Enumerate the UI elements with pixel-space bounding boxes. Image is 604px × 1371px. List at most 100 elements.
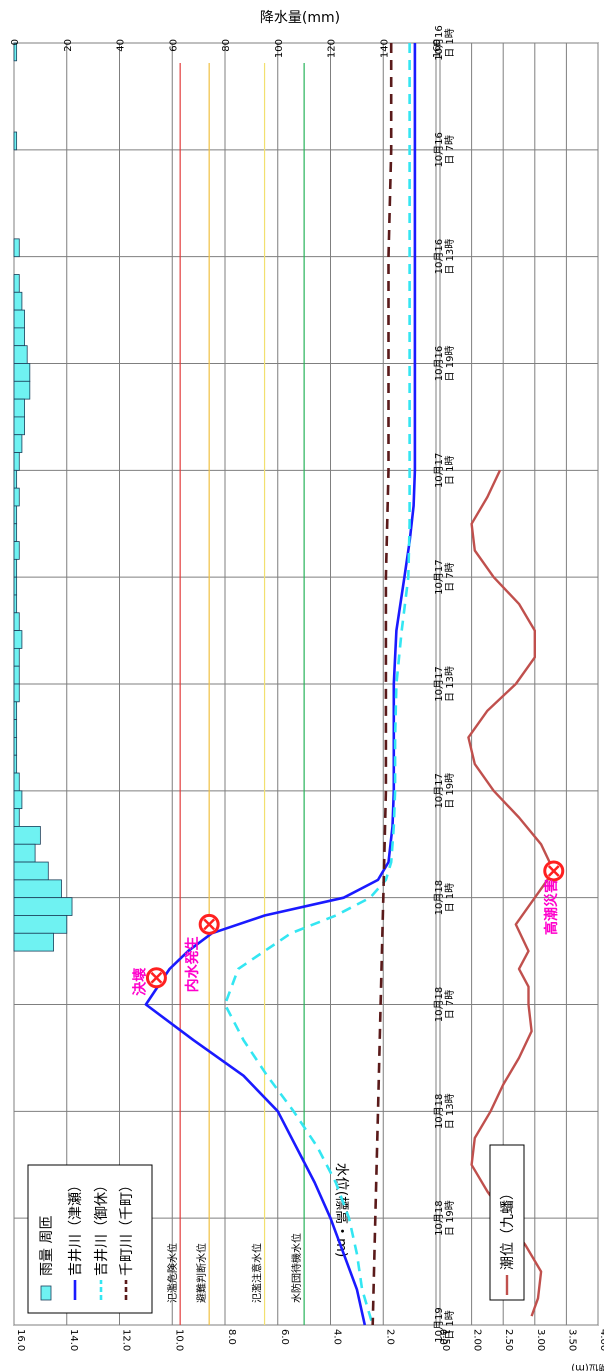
tide-legend-box bbox=[489, 1144, 525, 1301]
rain-tick-label: 120 bbox=[327, 39, 338, 58]
event-label: 高潮災害 bbox=[543, 879, 560, 935]
rain-bar bbox=[13, 701, 18, 721]
rain-bar bbox=[13, 416, 25, 436]
event-marker-cross bbox=[203, 918, 216, 931]
rain-bar bbox=[13, 558, 18, 578]
time-tick-label: 10月18日 1時 bbox=[433, 880, 456, 915]
rain-bar bbox=[13, 737, 18, 756]
time-tick-label: 10月17日 7時 bbox=[433, 559, 456, 594]
tide-axis-title: 潮位(m) bbox=[571, 1362, 604, 1371]
rain-bar bbox=[13, 897, 73, 916]
legend-label: 千町川（千町） bbox=[119, 1178, 135, 1276]
time-tick-label: 10月19日 1時 bbox=[433, 1307, 456, 1342]
rain-bar bbox=[13, 345, 28, 364]
time-tick-label: 10月18日 13時 bbox=[433, 1093, 456, 1129]
level-tick-label: 8.0 bbox=[226, 1329, 237, 1345]
level-tick-label: 12.0 bbox=[121, 1329, 132, 1351]
rain-tick-label: 80 bbox=[221, 39, 232, 52]
level-tick-label: 2.0 bbox=[384, 1329, 395, 1345]
tide-tick-label: 4.00 bbox=[598, 1329, 604, 1351]
time-tick-label: 10月16日 13時 bbox=[433, 239, 456, 275]
rain-bar bbox=[13, 683, 20, 703]
rain-bar bbox=[13, 452, 20, 471]
series-line bbox=[223, 43, 411, 1326]
time-tick-label: 10月16日 1時 bbox=[433, 25, 456, 60]
series-line bbox=[144, 43, 417, 1326]
time-tick-label: 10月18日 7時 bbox=[433, 987, 456, 1022]
rain-bar bbox=[13, 505, 18, 525]
time-tick-label: 10月17日 13時 bbox=[433, 666, 456, 702]
rain-bar bbox=[13, 541, 20, 560]
threshold-label: 氾濫危険水位 bbox=[166, 1243, 179, 1303]
water-level-axis-title: 水位(標高・m) bbox=[333, 1163, 350, 1258]
legend-label: 雨量 周匝 bbox=[39, 1216, 55, 1276]
event-label: 決壊 bbox=[131, 967, 148, 996]
rain-bar bbox=[13, 238, 20, 258]
rain-bar bbox=[13, 487, 20, 507]
tide-tick-label: 2.00 bbox=[472, 1329, 483, 1351]
rain-bar bbox=[13, 576, 18, 596]
level-tick-label: 16.0 bbox=[15, 1329, 26, 1351]
tide-line bbox=[467, 469, 555, 1317]
tide-legend-label: 潮位（九蟠） bbox=[500, 1186, 516, 1270]
rain-bar bbox=[13, 790, 23, 810]
rain-bar bbox=[13, 915, 68, 934]
rain-bar bbox=[13, 363, 31, 382]
threshold-label: 氾濫注意水位 bbox=[251, 1243, 264, 1303]
level-tick-label: 14.0 bbox=[68, 1329, 79, 1351]
rain-bar bbox=[13, 594, 18, 614]
rain-bar bbox=[13, 754, 18, 774]
rain-bar bbox=[13, 879, 62, 899]
tide-tick-label: 1.50 bbox=[440, 1329, 451, 1351]
threshold-label: 水防団待機水位 bbox=[290, 1233, 303, 1303]
rain-bar bbox=[13, 665, 20, 685]
rain-bar bbox=[13, 327, 25, 347]
rain-tick-label: 160 bbox=[432, 39, 443, 58]
rain-bar bbox=[13, 291, 23, 311]
rain-bar bbox=[13, 309, 25, 329]
legend-label: 吉井川（御休） bbox=[94, 1178, 110, 1276]
rain-bar bbox=[13, 932, 54, 952]
tide-tick-label: 3.00 bbox=[535, 1329, 546, 1351]
time-tick-label: 10月18日 19時 bbox=[433, 1200, 456, 1236]
rain-tick-label: 60 bbox=[168, 39, 179, 52]
level-tick-label: 4.0 bbox=[332, 1329, 343, 1345]
level-tick-label: 10.0 bbox=[173, 1329, 184, 1351]
rain-bar bbox=[13, 808, 20, 827]
level-tick-label: 0.0 bbox=[437, 1329, 448, 1345]
rain-bar bbox=[13, 719, 18, 738]
rain-bar bbox=[13, 772, 20, 792]
event-marker-cross bbox=[547, 865, 560, 877]
rainfall-axis-title: 降水量(mm) bbox=[260, 10, 340, 26]
rain-bar bbox=[13, 469, 18, 489]
rain-tick-label: 0 bbox=[10, 39, 21, 45]
rain-bar bbox=[13, 42, 18, 62]
rain-bar bbox=[13, 861, 49, 881]
rain-bar bbox=[13, 826, 41, 845]
time-tick-label: 10月16日 19時 bbox=[433, 346, 456, 382]
time-tick-label: 10月16日 7時 bbox=[433, 132, 456, 167]
time-tick-label: 10月17日 1時 bbox=[433, 453, 456, 488]
rain-bar bbox=[13, 843, 36, 863]
tide-tick-label: 2.50 bbox=[503, 1329, 514, 1351]
event-marker-cross bbox=[150, 971, 163, 984]
level-tick-label: 6.0 bbox=[279, 1329, 290, 1345]
tide-tick-label: 3.50 bbox=[566, 1329, 577, 1351]
event-label: 内水発生 bbox=[184, 936, 201, 992]
time-tick-label: 10月17日 19時 bbox=[433, 773, 456, 809]
rain-tick-label: 20 bbox=[63, 39, 74, 52]
rain-tick-label: 140 bbox=[379, 39, 390, 58]
rain-bar bbox=[13, 274, 20, 293]
rain-bar bbox=[13, 131, 18, 151]
rain-bar bbox=[13, 434, 23, 453]
rain-bar bbox=[13, 398, 25, 418]
rain-bar bbox=[13, 630, 23, 649]
legend-swatch bbox=[40, 1285, 52, 1301]
legend-label: 吉井川（津瀬） bbox=[68, 1178, 84, 1276]
rain-tick-label: 40 bbox=[116, 39, 127, 52]
series-line bbox=[371, 43, 393, 1326]
rain-tick-label: 100 bbox=[274, 39, 285, 58]
rain-bar bbox=[13, 380, 31, 400]
threshold-label: 避難判断水位 bbox=[195, 1243, 208, 1303]
